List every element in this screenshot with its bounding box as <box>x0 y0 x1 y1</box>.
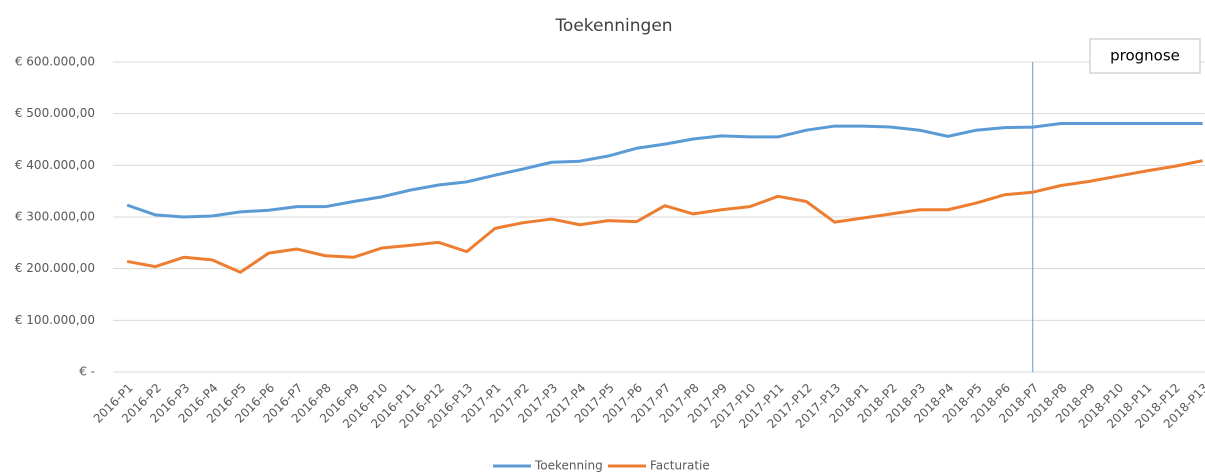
y-tick-label: € 600.000,00 <box>15 55 95 69</box>
annotation: prognose <box>1110 47 1180 65</box>
y-tick-label: € 200.000,00 <box>15 261 95 275</box>
series-line <box>126 159 1203 274</box>
annotation-box <box>1089 38 1201 74</box>
y-tick-label: € 100.000,00 <box>15 313 95 327</box>
legend-label: Toekenning <box>534 459 603 472</box>
y-tick-label: € - <box>79 365 95 379</box>
y-tick-label: € 500.000,00 <box>15 106 95 120</box>
y-tick-label: € 300.000,00 <box>15 210 95 224</box>
series-line <box>126 121 1203 219</box>
y-tick-label: € 400.000,00 <box>15 158 95 172</box>
chart-title: Toekenningen <box>554 16 672 36</box>
legend-label: Facturatie <box>650 459 710 472</box>
